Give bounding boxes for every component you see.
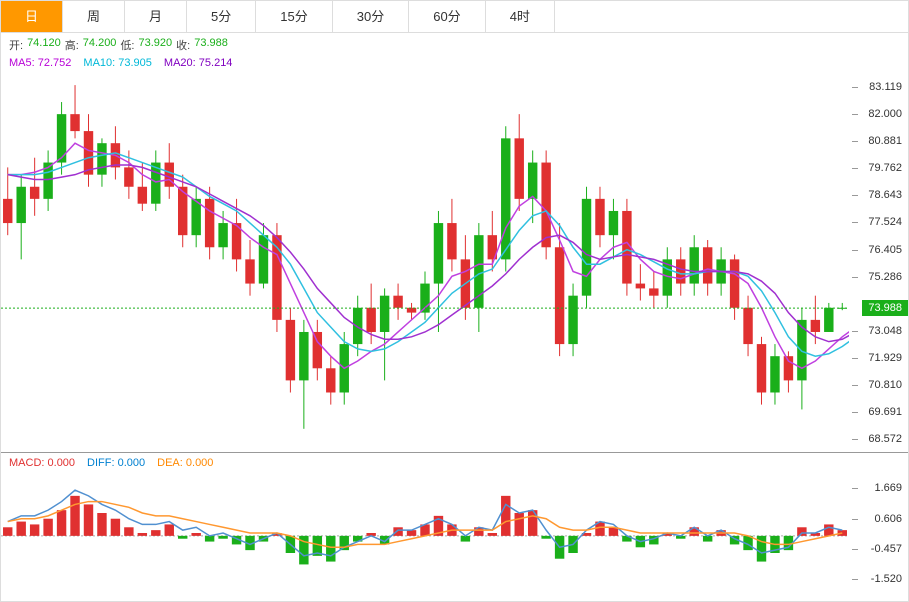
macd-ytick: 0.606 (874, 513, 902, 525)
ytick-label: 76.405 (868, 244, 902, 256)
macd-chart[interactable]: 1.669 0.606 -0.457 -1.520 (1, 473, 908, 593)
tab-30分[interactable]: 30分 (333, 1, 409, 32)
dea-label: DEA: 0.000 (157, 457, 213, 469)
tab-日[interactable]: 日 (1, 1, 63, 32)
y-axis-macd: 1.669 0.606 -0.457 -1.520 (852, 473, 908, 593)
tab-周[interactable]: 周 (63, 1, 125, 32)
open-value: 74.120 (27, 37, 61, 53)
ma10-label: MA10: 73.905 (83, 57, 152, 69)
ma5-label: MA5: 72.752 (9, 57, 71, 69)
ytick-label: 77.524 (868, 216, 902, 228)
close-label: 收: (176, 37, 190, 53)
ytick-label: 83.119 (869, 81, 902, 93)
current-price-tag: 73.988 (862, 300, 908, 316)
timeframe-tabs: 日周月5分15分30分60分4时 (1, 1, 908, 33)
y-axis: 83.119 82.000 80.881 79.762 78.643 77.524 76.4… (852, 73, 908, 452)
candlestick-chart[interactable]: 83.119 82.000 80.881 79.762 78.643 77.524 76.4… (1, 73, 908, 453)
diff-label: DIFF: 0.000 (87, 457, 145, 469)
ohlc-info: 开: 74.120 高: 74.200 低: 73.920 收: 73.988 (1, 33, 908, 57)
tab-4时[interactable]: 4时 (486, 1, 555, 32)
high-label: 高: (65, 37, 79, 53)
ytick-label: 80.881 (868, 135, 902, 147)
ma-info: MA5: 72.752 MA10: 73.905 MA20: 75.214 (1, 57, 908, 73)
ytick-label: 78.643 (868, 189, 902, 201)
ytick-label: 75.286 (868, 271, 902, 283)
ytick-label: 71.929 (868, 352, 902, 364)
tab-5分[interactable]: 5分 (187, 1, 256, 32)
ytick-label: 73.048 (868, 325, 902, 337)
ytick-label: 79.762 (868, 162, 902, 174)
ma20-label: MA20: 75.214 (164, 57, 233, 69)
ytick-label: 69.691 (868, 406, 902, 418)
tab-月[interactable]: 月 (125, 1, 187, 32)
macd-label: MACD: 0.000 (9, 457, 75, 469)
macd-ytick: -1.520 (871, 573, 902, 585)
ytick-label: 68.572 (868, 433, 902, 445)
open-label: 开: (9, 37, 23, 53)
high-value: 74.200 (83, 37, 117, 53)
low-label: 低: (120, 37, 134, 53)
macd-svg (1, 473, 849, 593)
macd-info: MACD: 0.000 DIFF: 0.000 DEA: 0.000 (1, 453, 908, 473)
chart-container: 日周月5分15分30分60分4时 开: 74.120 高: 74.200 低: … (0, 0, 909, 602)
low-value: 73.920 (139, 37, 173, 53)
tab-60分[interactable]: 60分 (409, 1, 485, 32)
close-value: 73.988 (194, 37, 228, 53)
tab-15分[interactable]: 15分 (256, 1, 332, 32)
macd-ytick: 1.669 (874, 482, 902, 494)
ytick-label: 70.810 (868, 379, 902, 391)
chart-svg (1, 73, 849, 453)
ytick-label: 82.000 (868, 108, 902, 120)
macd-ytick: -0.457 (871, 543, 902, 555)
